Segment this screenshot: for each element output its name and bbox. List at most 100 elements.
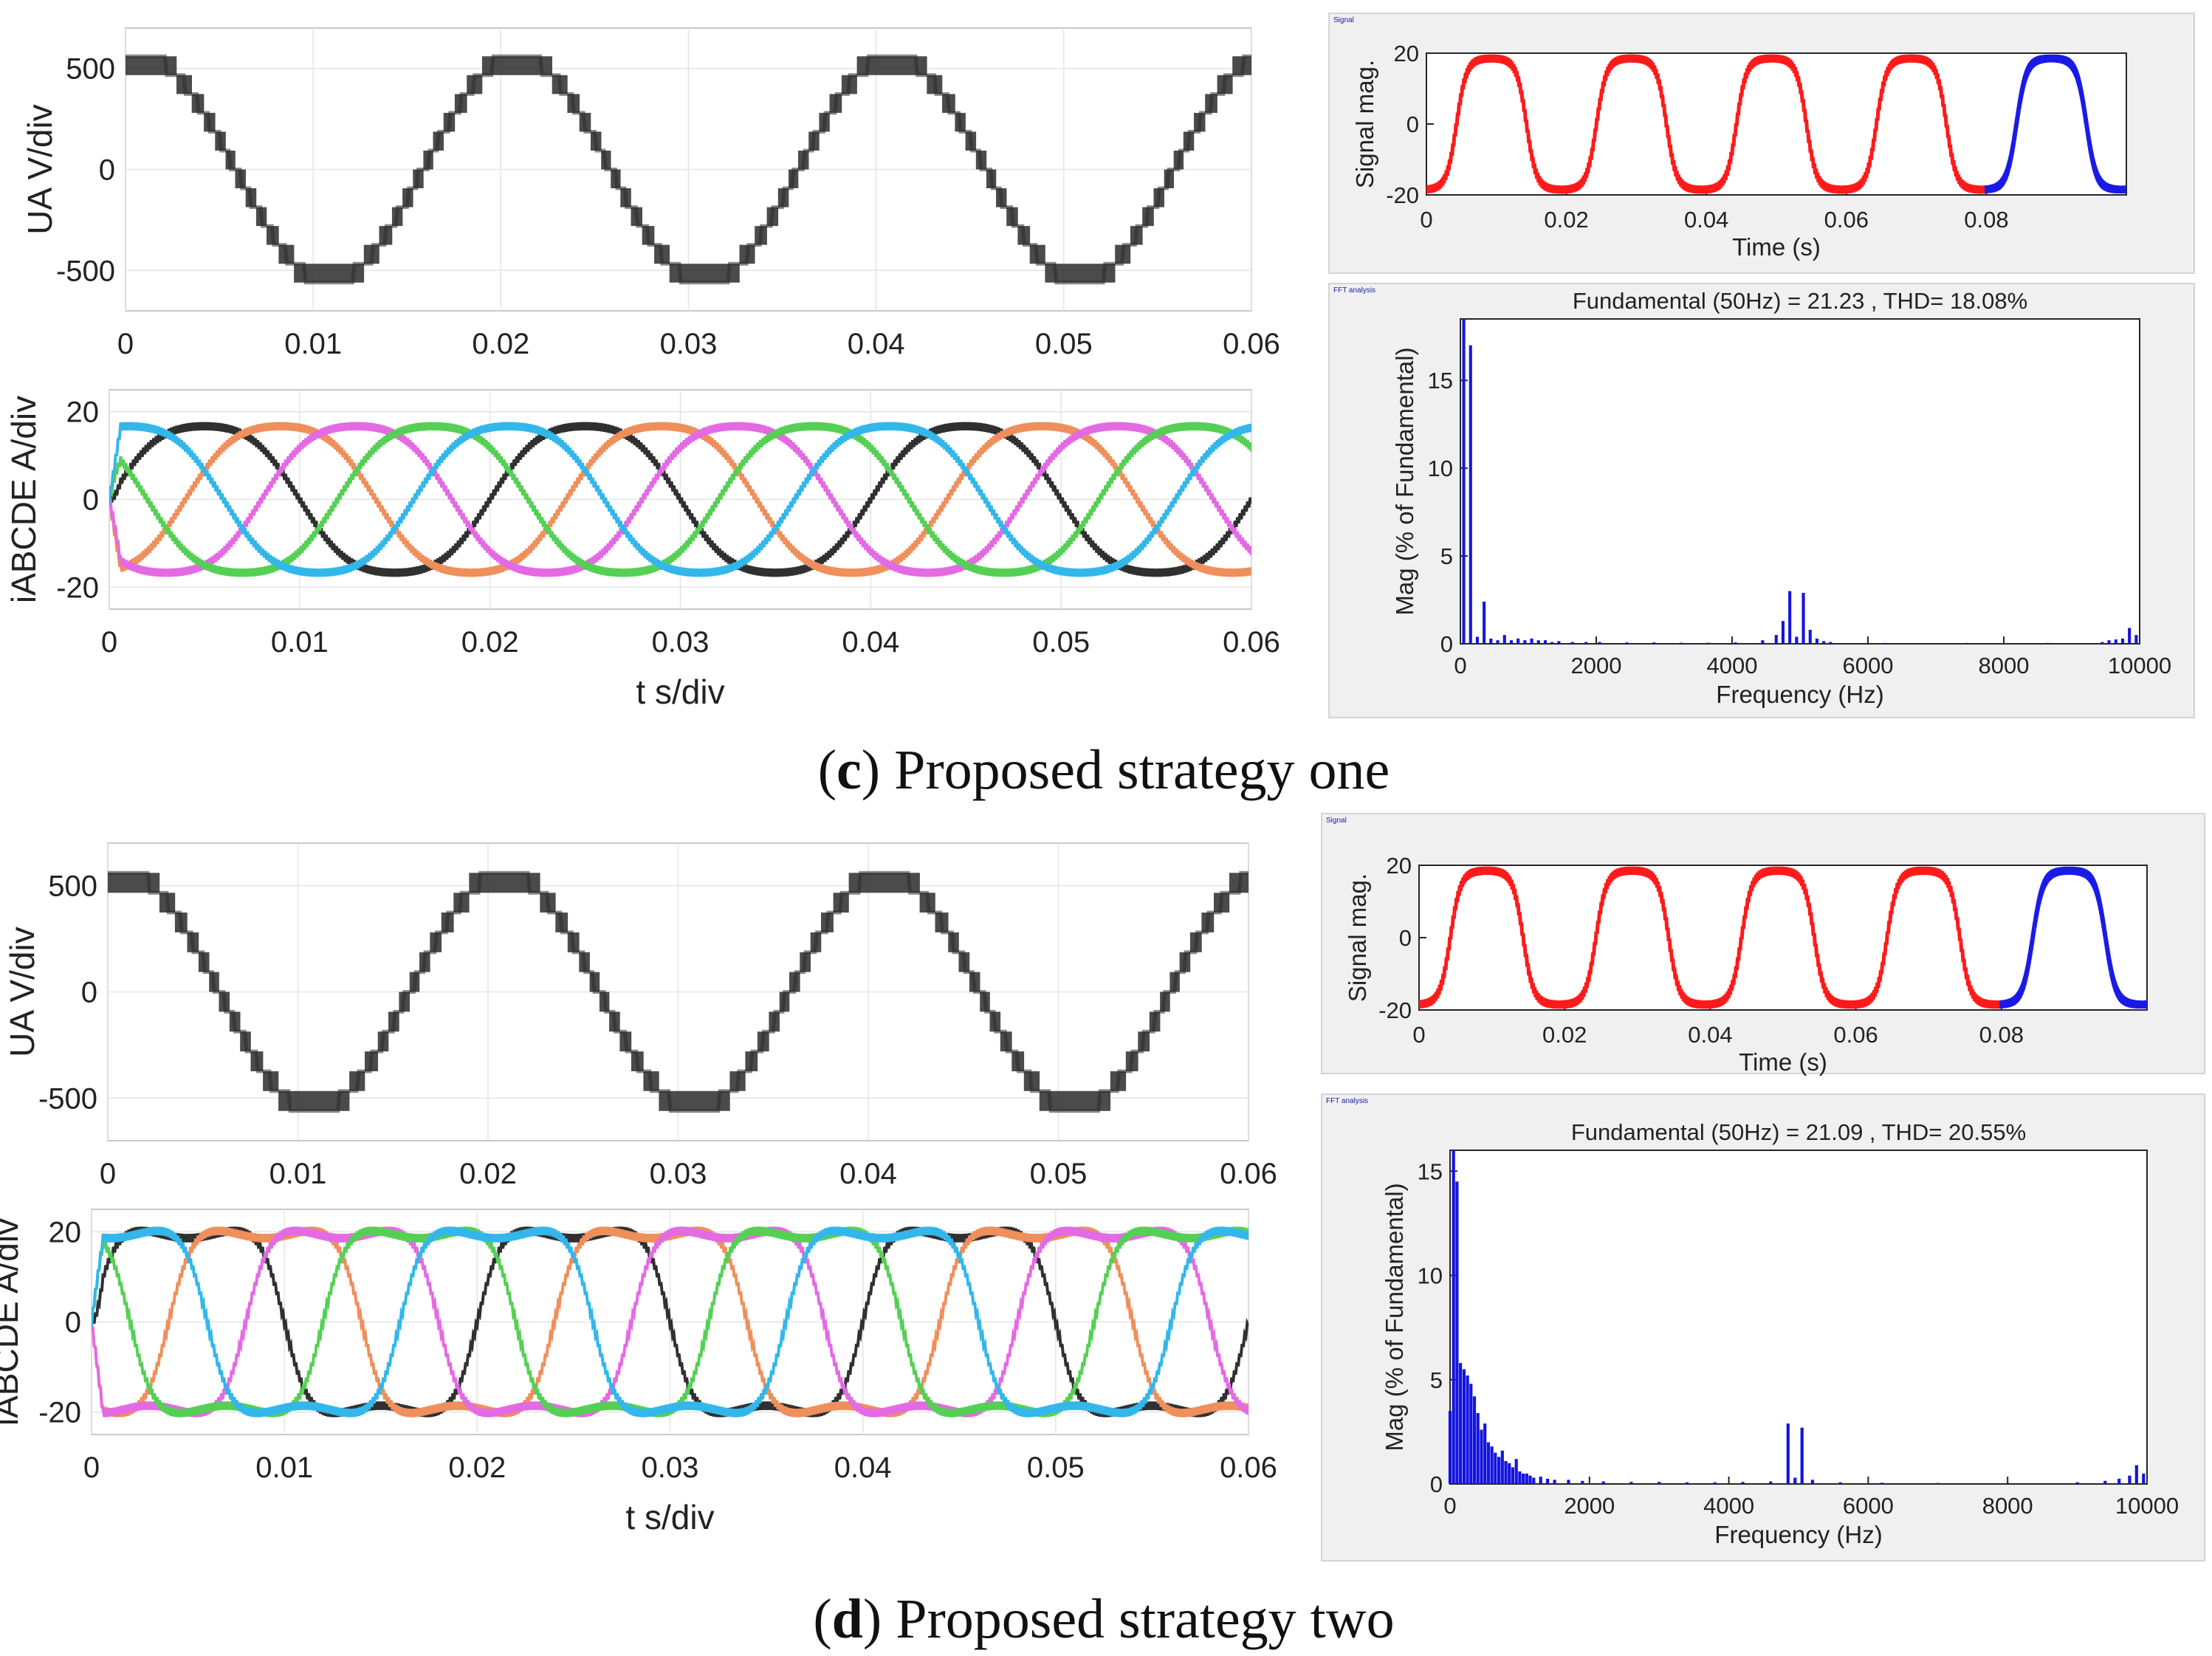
y-axis-label: iABCDE A/div <box>4 396 43 603</box>
x-tick-label: 0.03 <box>642 1451 699 1484</box>
bar <box>2046 642 2050 644</box>
x-tick-label: 0.03 <box>652 626 710 659</box>
x-axis-label: Time (s) <box>1739 1048 1827 1076</box>
y-tick-label: 20 <box>49 1217 82 1249</box>
series-fft-window <box>1999 866 2147 1009</box>
x-tick-label: 8000 <box>1982 1493 2033 1519</box>
caption-paren: ( <box>818 739 837 801</box>
bar <box>1774 635 1778 644</box>
y-tick-label: 0 <box>83 484 99 517</box>
bar <box>1781 621 1785 644</box>
bar <box>1455 1181 1459 1484</box>
y-tick-label: -20 <box>38 1397 81 1429</box>
waveforms <box>108 870 1248 1113</box>
bar <box>1795 636 1799 644</box>
bar <box>1883 642 1886 644</box>
bar <box>1598 642 1601 644</box>
y-tick-label: 500 <box>48 870 97 903</box>
bar <box>1469 1384 1473 1484</box>
bar <box>1880 1483 1884 1484</box>
bar <box>1706 642 1710 644</box>
x-tick-label: 0.06 <box>1824 207 1869 233</box>
bar <box>1713 1482 1717 1484</box>
caption-text: Proposed strategy one <box>880 739 1390 801</box>
chart-title: Fundamental (50Hz) = 21.09 , THD= 20.55% <box>1571 1119 2026 1145</box>
y-axis-label: iABCDE A/div <box>0 1218 25 1426</box>
series-iC <box>92 1226 1248 1418</box>
y-tick-label: 20 <box>1387 853 1412 879</box>
bars <box>1462 319 2138 644</box>
y-tick-label: 500 <box>66 53 115 86</box>
waveforms <box>109 422 1251 577</box>
bar <box>1496 640 1500 644</box>
x-tick-label: 0.04 <box>839 1158 897 1190</box>
y-axis-label: Signal mag. <box>1344 873 1371 1002</box>
bar <box>2107 640 2111 644</box>
y-tick-label: 20 <box>66 396 100 429</box>
bar <box>2103 1480 2107 1484</box>
caption-paren: ) <box>863 1588 882 1650</box>
y-tick-label: 0 <box>1399 925 1412 951</box>
bar <box>1800 1427 1804 1484</box>
c-fft-window: FFT analysis Fundamental (50Hz) = 21.23 ,… <box>1328 283 2195 718</box>
bar <box>1462 1369 1466 1484</box>
bar <box>1829 642 1833 644</box>
bar <box>1514 1459 1518 1484</box>
x-tick-label: 4000 <box>1707 653 1758 678</box>
waveforms <box>92 1226 1248 1418</box>
bar <box>1801 593 1805 644</box>
chart-title: Fundamental (50Hz) = 21.23 , THD= 18.08% <box>1573 288 2027 314</box>
x-tick-label: 0.01 <box>269 1158 327 1190</box>
bar <box>2142 1473 2146 1484</box>
x-tick-label: 0.06 <box>1223 626 1280 659</box>
x-tick-label: 0.05 <box>1032 626 1090 659</box>
x-tick-label: 0 <box>1443 1493 1456 1519</box>
bar <box>1567 1480 1570 1484</box>
bar <box>1761 640 1765 644</box>
bar <box>2134 1465 2138 1484</box>
x-axis-label: Frequency (Hz) <box>1714 1521 1882 1548</box>
bar <box>1472 1396 1477 1484</box>
x-tick-label: 8000 <box>1979 653 2030 678</box>
x-tick-label: 0.02 <box>448 1451 506 1484</box>
bar <box>1490 1446 1494 1484</box>
bar <box>1658 1482 1661 1484</box>
x-tick-label: 4000 <box>1703 1493 1754 1519</box>
c-voltage-panel: 0 0.01 0.02 0.03 0.04 0.05 0.06 500 0 -500 UA V/di… <box>21 27 1280 360</box>
bar <box>1793 1477 1797 1484</box>
x-tick-label: 0 <box>83 1451 100 1484</box>
series-signal <box>1426 54 1988 194</box>
bar <box>2101 642 2104 644</box>
bar <box>1525 1473 1528 1484</box>
bar <box>1530 638 1533 644</box>
x-tick-label: 0 <box>1412 1022 1425 1048</box>
x-tick-label: 0.03 <box>650 1158 707 1190</box>
y-axis-label: Mag (% of Fundamental) <box>1381 1183 1408 1451</box>
y-tick-label: -500 <box>56 255 115 287</box>
caption-paren: ) <box>862 739 880 801</box>
bar <box>1557 641 1561 644</box>
y-tick-label: 0 <box>81 977 97 1009</box>
bar <box>1838 1482 1842 1484</box>
bar <box>1543 640 1547 644</box>
y-tick-label: 0 <box>1440 631 1453 657</box>
bar <box>1518 1471 1522 1484</box>
bar <box>1500 1450 1504 1484</box>
bar <box>1769 1481 1773 1484</box>
y-tick-label: -500 <box>38 1082 97 1115</box>
bar <box>1462 319 1466 644</box>
bar <box>1522 1473 1525 1484</box>
bar <box>1808 630 1812 644</box>
x-tick-label: 0.06 <box>1220 1158 1277 1190</box>
series-UA-levels <box>126 54 1251 285</box>
bar <box>1466 1375 1469 1484</box>
bar <box>1741 1482 1745 1484</box>
x-tick-label: 0.06 <box>1833 1022 1878 1048</box>
x-tick-label: 0.04 <box>1684 207 1728 233</box>
y-tick-label: 0 <box>99 154 115 187</box>
window-title: FFT analysis <box>1333 286 1375 295</box>
plot-area <box>1449 1150 2148 1485</box>
bar <box>1483 601 1486 644</box>
